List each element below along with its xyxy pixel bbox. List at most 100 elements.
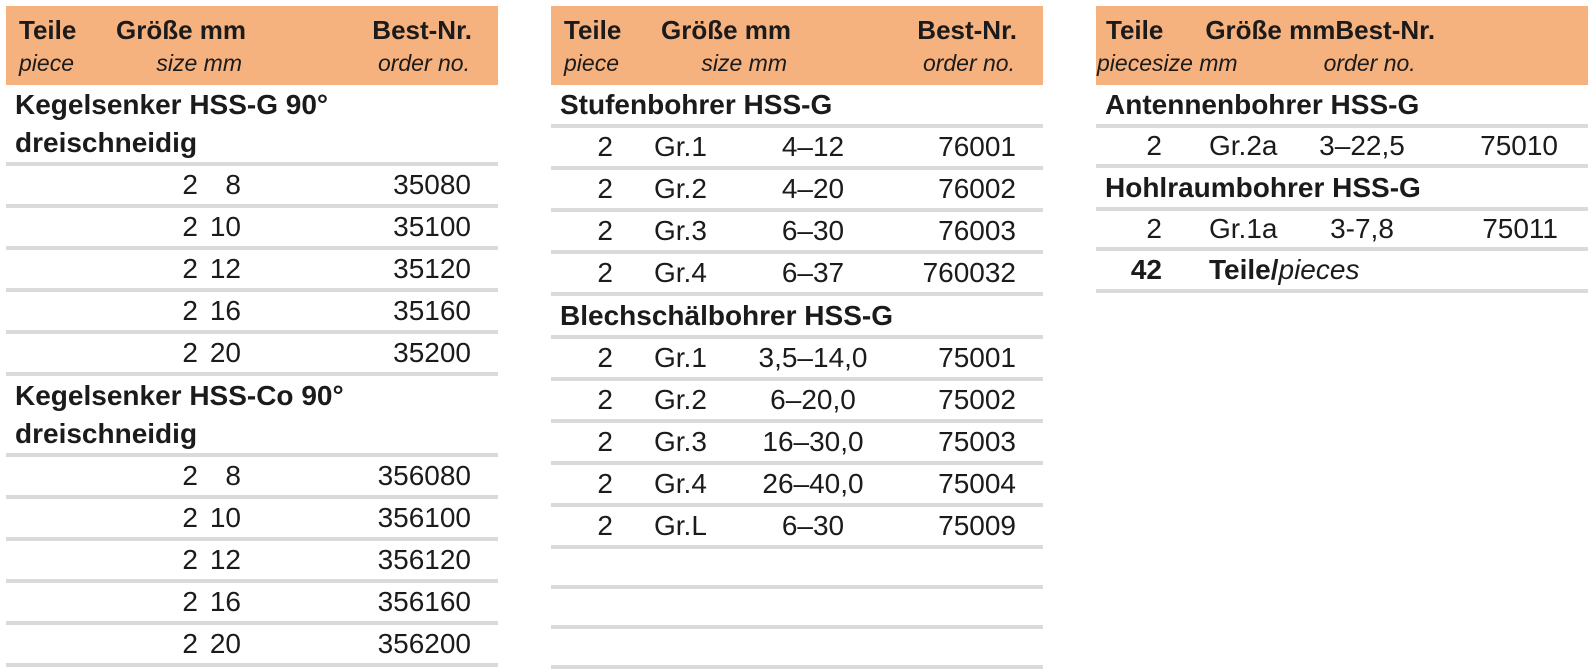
table-row: 2 8 35080 xyxy=(6,166,498,208)
section-title-line: Kegelsenker HSS-Co 90° xyxy=(15,380,344,411)
col-subheader-size: size mm xyxy=(1151,50,1238,76)
table-row: 2 Gr.1 3,5–14,0 75001 xyxy=(551,339,1043,381)
cell-order: 75001 xyxy=(938,342,1016,373)
section-title-line: dreischneidig xyxy=(15,127,198,158)
cell-order: 75011 xyxy=(1482,213,1558,244)
cell-piece: 2 xyxy=(597,342,613,373)
cell-order: 760032 xyxy=(922,257,1016,288)
cell-size: 12 xyxy=(209,544,241,575)
cell-order: 356100 xyxy=(377,502,471,533)
table-row: 2 16 35160 xyxy=(6,292,498,334)
cell-order: 35100 xyxy=(393,211,471,242)
section-title: Kegelsenker HSS-Co 90° dreischneidig xyxy=(6,376,498,457)
table-row: 2 12 356120 xyxy=(6,541,498,583)
table-row: 2 Gr.3 6–30 76003 xyxy=(551,212,1043,254)
col-subheader-size: size mm xyxy=(701,50,787,76)
section-title-line: Kegelsenker HSS-G 90° xyxy=(15,89,329,120)
table-row: 2 Gr.4 26–40,0 75004 xyxy=(551,465,1043,507)
cell-piece: 2 xyxy=(597,468,613,499)
total-quantity: 42 xyxy=(1130,254,1162,285)
col-header-teile: Teile xyxy=(1106,15,1164,45)
cell-order: 356080 xyxy=(377,460,471,491)
table-row: 2 12 35120 xyxy=(6,250,498,292)
cell-size: 20 xyxy=(209,628,241,659)
cell-size: 6–30 xyxy=(781,215,845,246)
table-row: 2 Gr.L 6–30 75009 xyxy=(551,507,1043,549)
table-body: Antennenbohrer HSS-G 2 Gr.2a 3–22,5 75010 Hoh… xyxy=(1096,85,1588,293)
table-row: 2 Gr.1a 3-7,8 75011 xyxy=(1096,211,1588,251)
cell-size: 20 xyxy=(209,337,241,368)
cell-size: 3,5–14,0 xyxy=(758,342,868,373)
col-subheader-order: order no. xyxy=(377,50,470,76)
cell-piece: 2 xyxy=(182,460,198,491)
total-row: 42 Teile/pieces xyxy=(1096,251,1588,293)
cell-size: 16–30,0 xyxy=(762,426,864,457)
cell-order: 356200 xyxy=(377,628,471,659)
cell-piece: 2 xyxy=(597,257,613,288)
cell-size: 10 xyxy=(209,502,241,533)
table-row: 2 10 35100 xyxy=(6,208,498,250)
cell-piece: 2 xyxy=(182,628,198,659)
cell-gr: Gr.L xyxy=(654,510,707,541)
cell-gr: Gr.3 xyxy=(654,426,707,457)
total-label-bold: Teile/ xyxy=(1209,254,1279,285)
table-row: 2 20 356200 xyxy=(6,625,498,667)
cell-size: 8 xyxy=(225,460,241,491)
table-row: 2 16 356160 xyxy=(6,583,498,625)
cell-order: 76001 xyxy=(938,131,1016,162)
cell-gr: Gr.1a xyxy=(1209,213,1278,244)
table-header: Teile Größe mm Best-Nr. piece size mm or… xyxy=(6,6,498,85)
col-header-groesse: Größe mm xyxy=(1205,15,1336,45)
cell-piece: 2 xyxy=(597,384,613,415)
cell-gr: Gr.1 xyxy=(654,131,707,162)
section-title-line: Antennenbohrer HSS-G xyxy=(1105,89,1420,120)
section-title-line: dreischneidig xyxy=(15,418,198,449)
cell-gr: Gr.4 xyxy=(654,257,707,288)
empty-row xyxy=(551,549,1043,589)
header-row-main: Teile Größe mm Best-Nr. xyxy=(19,13,498,48)
table-body: Kegelsenker HSS-G 90° dreischneidig 2 8 3508… xyxy=(6,85,498,667)
cell-piece: 2 xyxy=(182,253,198,284)
cell-order: 35080 xyxy=(393,169,471,200)
cell-gr: Gr.2 xyxy=(654,173,707,204)
cell-order: 75010 xyxy=(1480,130,1558,161)
col-subheader-order: order no. xyxy=(1323,50,1416,76)
table-row: 2 Gr.2a 3–22,5 75010 xyxy=(1096,128,1588,168)
cell-gr: Gr.2 xyxy=(654,384,707,415)
total-label-italic: pieces xyxy=(1278,254,1360,285)
cell-piece: 2 xyxy=(597,215,613,246)
empty-row xyxy=(551,629,1043,669)
cell-order: 356120 xyxy=(377,544,471,575)
cell-size: 8 xyxy=(225,169,241,200)
table-header: Teile Größe mm Best-Nr. piece size mm or… xyxy=(551,6,1043,85)
header-row-sub: piece size mm order no. xyxy=(19,48,498,79)
cell-order: 75003 xyxy=(938,426,1016,457)
table-row: 2 Gr.3 16–30,0 75003 xyxy=(551,423,1043,465)
cell-size: 6–37 xyxy=(781,257,845,288)
cell-order: 76002 xyxy=(938,173,1016,204)
cell-piece: 2 xyxy=(597,510,613,541)
table-row: 2 8 356080 xyxy=(6,457,498,499)
col-subheader-size: size mm xyxy=(156,50,242,76)
col-subheader-piece: piece xyxy=(1097,50,1152,76)
cell-piece: 2 xyxy=(182,295,198,326)
cell-size: 6–20,0 xyxy=(770,384,856,415)
cell-order: 75004 xyxy=(938,468,1016,499)
cell-order: 35160 xyxy=(393,295,471,326)
col-header-groesse: Größe mm xyxy=(661,15,792,45)
header-row-sub: piece size mm order no. xyxy=(1097,48,1588,79)
product-table-left: Teile Größe mm Best-Nr. piece size mm or… xyxy=(6,6,498,669)
cell-size: 4–12 xyxy=(781,131,845,162)
cell-piece: 2 xyxy=(182,544,198,575)
cell-piece: 2 xyxy=(182,169,198,200)
col-header-best-nr: Best-Nr. xyxy=(1335,15,1436,45)
cell-piece: 2 xyxy=(182,586,198,617)
cell-size: 4–20 xyxy=(781,173,845,204)
cell-piece: 2 xyxy=(597,131,613,162)
table-row: 2 Gr.2 4–20 76002 xyxy=(551,170,1043,212)
section-title: Antennenbohrer HSS-G xyxy=(1096,85,1588,128)
col-header-best-nr: Best-Nr. xyxy=(372,15,472,45)
cell-piece: 2 xyxy=(182,211,198,242)
cell-size: 6–30 xyxy=(781,510,845,541)
cell-gr: Gr.2a xyxy=(1209,130,1278,161)
